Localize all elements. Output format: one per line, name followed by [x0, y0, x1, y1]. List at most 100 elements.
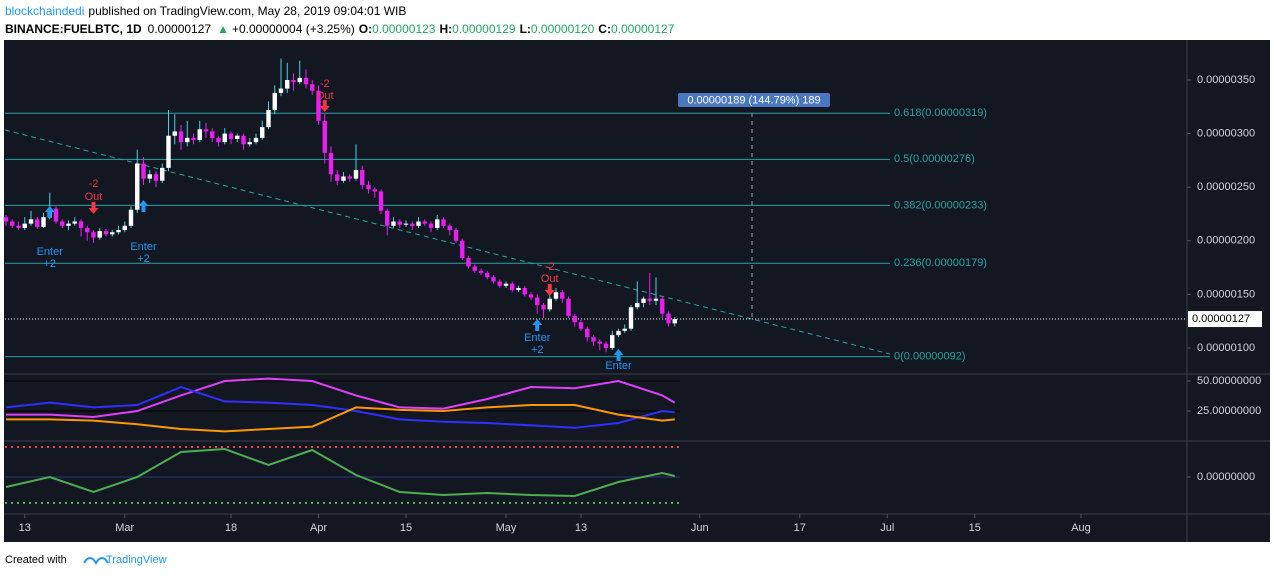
candle-body: [447, 225, 452, 231]
candle-body: [128, 209, 134, 226]
candle-body: [10, 221, 15, 226]
candle-body: [572, 315, 577, 323]
publish-line: blockchaindedi published on TradingView.c…: [5, 4, 406, 18]
candle-body: [435, 219, 440, 228]
candle-body: [266, 110, 271, 128]
up-icon: ▲: [217, 22, 229, 36]
signal-label: +2: [531, 344, 544, 356]
h-value: 0.00000129: [452, 22, 516, 36]
candle-body: [628, 307, 634, 329]
y-tick-label: 25.00000000: [1197, 405, 1261, 417]
l-value: 0.00000120: [531, 22, 595, 36]
candle-body: [503, 283, 509, 286]
y-tick-label: 0.00000350: [1197, 74, 1255, 86]
candle-body: [460, 240, 465, 258]
indicator-line: [6, 404, 675, 433]
indicator-line: [5, 385, 675, 429]
candle-body: [110, 232, 115, 235]
y-tick-label: 50.00000000: [1197, 375, 1261, 387]
x-tick-label: 17: [794, 522, 806, 534]
signal-arrow: [138, 200, 149, 212]
signal-arrow: [44, 206, 55, 218]
candle-body: [391, 221, 396, 226]
candle-body: [578, 322, 584, 329]
y-tick-label: 0.00000000: [1197, 471, 1255, 483]
candle-body: [397, 221, 402, 225]
candle-body: [372, 189, 377, 192]
candle-body: [197, 129, 202, 141]
candle-body: [403, 223, 409, 225]
candle-body: [178, 131, 184, 143]
candle-body: [3, 217, 9, 222]
signal-label: Out: [85, 191, 103, 203]
candle-body: [66, 223, 71, 226]
candle-body: [147, 174, 152, 179]
y-tick-label: 0.00000150: [1197, 288, 1255, 300]
candle-body: [478, 270, 484, 273]
symbol: BINANCE:FUELBTC, 1D: [5, 22, 142, 36]
candle-body: [547, 298, 552, 310]
y-tick-label: 0.00000250: [1197, 181, 1255, 193]
change: +0.00000004 (+3.25%): [232, 22, 355, 36]
candle-body: [422, 221, 427, 224]
x-tick-label: Jun: [691, 522, 709, 534]
candle-body: [485, 272, 490, 278]
candle-body: [328, 152, 334, 175]
candle-body: [203, 129, 209, 132]
x-tick-label: 18: [225, 522, 237, 534]
x-tick-label: 13: [575, 522, 587, 534]
candle-body: [410, 223, 415, 226]
candle-body: [616, 330, 621, 336]
candle-body: [185, 137, 190, 143]
x-tick-label: 13: [19, 522, 31, 534]
candle-body: [272, 92, 277, 111]
signal-label: Enter: [37, 246, 64, 258]
indicator-line: [5, 447, 675, 498]
measure-label: 0.00000189 (144.79%) 189: [687, 94, 820, 106]
candle-body: [497, 281, 502, 286]
signal-label: Enter: [524, 332, 551, 344]
candle-body: [641, 298, 646, 303]
signal-label: -2: [89, 178, 99, 190]
candle-body: [441, 219, 446, 226]
last-price-box: [1188, 311, 1262, 328]
logo: [83, 557, 109, 565]
candle-body: [428, 223, 434, 228]
candle-body: [341, 176, 346, 181]
candle-body: [597, 341, 602, 344]
fib-label: 0.618(0.00000319): [894, 107, 987, 119]
candle-body: [141, 163, 146, 179]
fib-label: 0.382(0.00000233): [894, 199, 987, 211]
trend-line: [4, 129, 891, 355]
candle-body: [35, 219, 40, 227]
y-tick-label: 0.00000200: [1197, 235, 1255, 247]
candle-body: [278, 88, 284, 93]
candle-body: [672, 319, 677, 324]
footer-created: Created with: [5, 554, 67, 566]
candle-body: [635, 302, 640, 308]
published: published on TradingView.com, May 28, 20…: [88, 4, 406, 18]
footer-brand[interactable]: TradingView: [106, 554, 167, 566]
candle-body: [153, 174, 159, 181]
fib-label: 0.236(0.00000179): [894, 257, 987, 269]
o-value: 0.00000123: [372, 22, 436, 36]
candle-body: [385, 210, 390, 226]
candle-body: [297, 77, 302, 83]
candle-body: [510, 283, 515, 291]
signal-label: +2: [43, 258, 56, 270]
author[interactable]: blockchaindedi: [5, 4, 84, 18]
candle-body: [116, 230, 121, 233]
price: 0.00000127: [148, 22, 212, 36]
indicator-line: [6, 377, 676, 419]
candle-body: [416, 221, 421, 226]
candle-body: [653, 298, 659, 301]
candle-body: [216, 137, 221, 143]
candle-body: [603, 343, 609, 348]
c-label: C:: [598, 22, 611, 36]
x-tick-label: Aug: [1071, 522, 1091, 534]
signal-label: Enter: [605, 360, 632, 372]
candle-body: [660, 298, 665, 314]
candle-body: [260, 127, 265, 138]
candle-body: [553, 292, 559, 299]
